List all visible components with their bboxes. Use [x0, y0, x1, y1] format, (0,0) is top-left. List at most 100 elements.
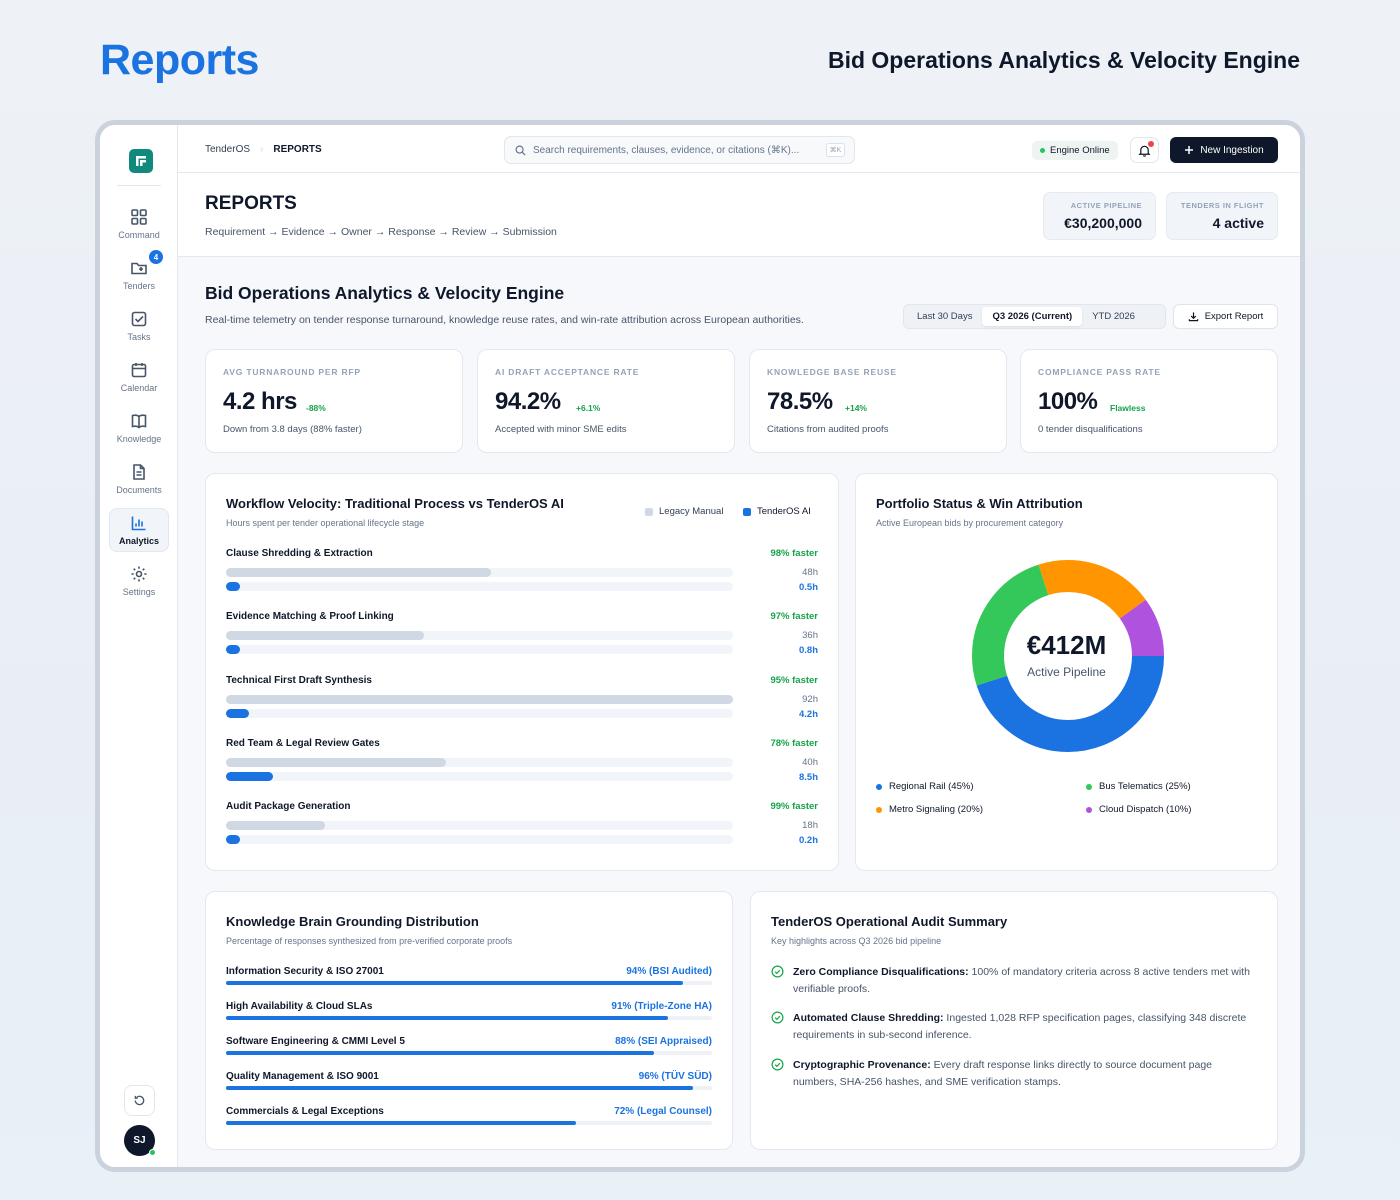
legacy-bar	[226, 757, 447, 767]
stage-label: Evidence Matching & Proof Linking	[226, 611, 394, 623]
sidebar-item-calendar[interactable]: Calendar	[109, 355, 169, 399]
sidebar-item-analytics[interactable]: Analytics	[109, 508, 169, 552]
audit-item: Cryptographic Provenance: Every draft re…	[771, 1057, 1256, 1091]
kpi-label: COMPLIANCE PASS RATE	[1038, 367, 1161, 377]
calendar-icon	[131, 363, 147, 378]
page-header: REPORTS Requirement → Evidence → Owner →…	[178, 173, 1300, 257]
tenders-badge: 4	[149, 250, 163, 264]
export-label: Export Report	[1204, 311, 1264, 322]
sidebar-item-settings[interactable]: Settings	[109, 559, 169, 603]
grounding-value: 96% (TÜV SÜD)	[638, 1071, 712, 1082]
kpi-subtext: 0 tender disqualifications	[1038, 424, 1143, 435]
audit-item-body: Ingested 1,028 RFP specification pages, …	[793, 1012, 1247, 1041]
period-selector: Last 30 Days Q3 2026 (Current) YTD 2026	[903, 304, 1166, 329]
sidebar-item-command[interactable]: Command	[109, 202, 169, 246]
avatar[interactable]: SJ	[124, 1125, 156, 1156]
sidebar-item-knowledge[interactable]: Knowledge	[109, 406, 169, 450]
bell-icon	[1138, 145, 1151, 157]
folder-icon	[131, 262, 147, 275]
legend-label: Metro Signaling (20%)	[889, 804, 983, 815]
avatar-initials: SJ	[133, 1135, 146, 1146]
audit-item-heading: Zero Compliance Disqualifications:	[793, 966, 969, 978]
grounding-bar	[226, 1016, 669, 1020]
export-report-button[interactable]: Export Report	[1173, 304, 1278, 329]
search-input[interactable]	[533, 144, 819, 156]
kpi-card-acceptance: AI DRAFT ACCEPTANCE RATE 94.2% +6.1% Acc…	[477, 349, 735, 453]
search-box[interactable]: ⌘K	[504, 136, 855, 164]
grounding-label: Software Engineering & CMMI Level 5	[226, 1036, 405, 1047]
legacy-bar-track	[226, 821, 733, 831]
divider	[117, 185, 161, 186]
gear-icon	[131, 566, 147, 582]
stat-label: ACTIVE PIPELINE	[1070, 201, 1142, 210]
donut-slice-bus-telematics[interactable]	[972, 560, 1164, 752]
grounding-bar	[226, 1121, 576, 1125]
stage-label: Audit Package Generation	[226, 801, 351, 813]
grounding-bar	[226, 981, 683, 985]
knowledge-title: Knowledge Brain Grounding Distribution	[226, 914, 479, 929]
app-logo[interactable]	[129, 149, 153, 173]
faster-badge: 95% faster	[770, 674, 818, 686]
grounding-value: 94% (BSI Audited)	[626, 966, 712, 977]
grounding-row: High Availability & Cloud SLAs 91% (Tripl…	[226, 1001, 712, 1027]
legend-bus-telematics: Bus Telematics (25%)	[1086, 781, 1191, 792]
portfolio-subtitle: Active European bids by procurement cate…	[876, 518, 1064, 528]
ai-hours: 8.5h	[798, 771, 818, 783]
sidebar-item-label: Tenders	[122, 281, 156, 291]
grounding-label: Quality Management & ISO 9001	[226, 1071, 379, 1082]
document-icon	[133, 464, 145, 480]
legend-metro-signaling: Metro Signaling (20%)	[876, 804, 983, 815]
knowledge-grounding-card: Knowledge Brain Grounding Distribution P…	[205, 891, 733, 1150]
period-option-30d[interactable]: Last 30 Days	[917, 311, 973, 322]
download-icon	[1188, 312, 1198, 322]
sidebar-item-label: Calendar	[120, 383, 158, 393]
sidebar-item-tenders[interactable]: Tenders 4	[109, 250, 169, 297]
kpi-delta: Flawless	[1110, 403, 1146, 413]
sidebar-item-tasks[interactable]: Tasks	[109, 304, 169, 348]
workflow-flow: Requirement → Evidence → Owner → Respons…	[205, 226, 557, 238]
refresh-icon	[134, 1095, 145, 1106]
knowledge-subtitle: Percentage of responses synthesized from…	[226, 936, 513, 946]
portfolio-donut-chart	[972, 560, 1164, 752]
grounding-value: 72% (Legal Counsel)	[614, 1106, 712, 1117]
stage-label: Technical First Draft Synthesis	[226, 674, 372, 686]
checkbox-icon	[131, 311, 147, 327]
faster-badge: 78% faster	[770, 737, 818, 749]
active-pipeline-stat: ACTIVE PIPELINE €30,200,000	[1043, 192, 1156, 240]
grounding-bar-track	[226, 1121, 712, 1125]
shortcut-hint: ⌘K	[826, 143, 845, 157]
legend-label: Bus Telematics (25%)	[1099, 781, 1191, 792]
online-indicator	[149, 1149, 156, 1156]
app-window: Command Tenders 4 Tasks Calendar Knowled…	[95, 120, 1305, 1172]
kpi-value: 94.2%	[495, 388, 561, 415]
period-option-q3[interactable]: Q3 2026 (Current)	[982, 307, 1083, 326]
ai-hours: 0.2h	[798, 835, 818, 847]
kpi-label: AI DRAFT ACCEPTANCE RATE	[495, 367, 640, 377]
donut-center-value: €412M	[1026, 630, 1107, 660]
legacy-bar	[226, 631, 425, 641]
legend-cloud-dispatch: Cloud Dispatch (10%)	[1086, 804, 1191, 815]
breadcrumb-item-current: REPORTS	[273, 144, 322, 155]
audit-summary-card: TenderOS Operational Audit Summary Key h…	[750, 891, 1278, 1150]
velocity-row: Evidence Matching & Proof Linking 97% fas…	[226, 611, 818, 663]
faster-badge: 99% faster	[770, 801, 818, 813]
new-ingestion-button[interactable]: New Ingestion	[1170, 137, 1278, 163]
donut-slice-cloud-dispatch[interactable]	[972, 560, 1164, 752]
legend-regional-rail: Regional Rail (45%)	[876, 781, 973, 792]
notifications-button[interactable]	[1130, 137, 1159, 163]
faster-badge: 98% faster	[770, 548, 818, 559]
ai-bar	[226, 645, 240, 655]
grounding-value: 91% (Triple-Zone HA)	[611, 1001, 712, 1012]
donut-slice-metro-signaling[interactable]	[972, 560, 1164, 752]
refresh-button[interactable]	[124, 1085, 155, 1116]
period-option-ytd[interactable]: YTD 2026	[1092, 311, 1135, 322]
breadcrumb-item-root[interactable]: TenderOS	[205, 144, 251, 155]
sidebar-item-documents[interactable]: Documents	[109, 457, 169, 501]
section-title: Bid Operations Analytics & Velocity Engi…	[205, 283, 565, 303]
legend-label: Regional Rail (45%)	[889, 781, 974, 792]
breadcrumb: TenderOS › REPORTS	[205, 144, 322, 155]
ai-bar-track	[226, 771, 733, 781]
ai-hours: 0.8h	[798, 645, 818, 657]
grounding-bar	[226, 1086, 693, 1090]
grounding-row: Information Security & ISO 27001 94% (BSI…	[226, 966, 712, 992]
